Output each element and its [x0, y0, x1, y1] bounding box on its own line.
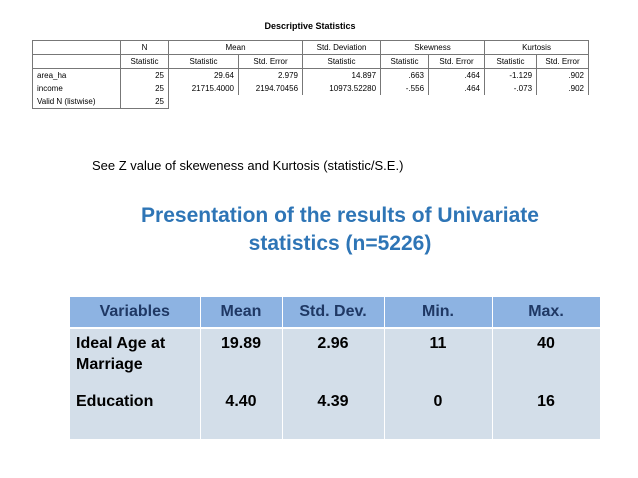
cell: 2.979	[237, 68, 304, 82]
cell: .464	[428, 68, 486, 82]
spss-table: N Mean Std. Deviation Skewness Kurtosis …	[32, 40, 590, 109]
data-row: Ideal Age at Marriage 19.89 2.96 11 40	[70, 328, 601, 387]
subheader: Statistic	[168, 54, 239, 69]
data-row: Education 4.40 4.39 0 16	[70, 387, 601, 439]
group-row: N Mean Std. Deviation Skewness Kurtosis	[32, 40, 590, 55]
cell: -.073	[484, 82, 538, 95]
cell: 0	[384, 387, 493, 439]
cell: 11	[384, 328, 493, 387]
cell: 2.96	[282, 328, 385, 387]
spss-title: Descriptive Statistics	[264, 21, 356, 31]
subheader: Statistic	[380, 54, 430, 69]
cell: 29.64	[168, 68, 239, 82]
header-cell: Max.	[492, 297, 601, 329]
cell: -1.129	[484, 68, 538, 82]
subheader-row: Statistic Statistic Std. Error Statistic…	[32, 54, 590, 69]
note: See Z value of skeweness and Kurtosis (s…	[92, 158, 404, 173]
group-header: Kurtosis	[484, 40, 590, 55]
cell: 21715.4000	[168, 82, 239, 95]
cell: 2194.70456	[237, 82, 304, 95]
subheader: Statistic	[302, 54, 382, 69]
group-header: Mean	[167, 40, 304, 55]
data-row: Valid N (listwise) 25	[32, 95, 589, 109]
data-row: area_ha 25 29.64 2.979 14.897 .663 .464 …	[32, 68, 590, 82]
group-header: Skewness	[380, 40, 486, 55]
row-label: income	[32, 82, 121, 95]
row-label: Valid N (listwise)	[32, 95, 121, 109]
subheader: Statistic	[484, 54, 538, 69]
cell: .902	[536, 82, 590, 95]
cell: 25	[120, 82, 169, 95]
group-header: Std. Deviation	[302, 40, 382, 55]
cell: 10973.52280	[302, 82, 382, 95]
cell: .663	[380, 68, 430, 82]
header-cell: Mean	[200, 297, 283, 329]
header-cell: Min.	[384, 297, 493, 329]
cell: 16	[492, 387, 601, 439]
empty-cell	[167, 95, 589, 109]
row-label: Education	[70, 387, 201, 439]
group-header: N	[120, 40, 169, 55]
cell: 14.897	[302, 68, 382, 82]
cell: .902	[536, 68, 590, 82]
corner-cell	[32, 54, 121, 69]
cell: 25	[120, 95, 169, 109]
header-row: Variables Mean Std. Dev. Min. Max.	[70, 297, 601, 329]
subheader: Statistic	[120, 54, 169, 69]
cell: .464	[428, 82, 486, 95]
data-row: income 25 21715.4000 2194.70456 10973.52…	[32, 82, 590, 95]
header-cell: Std. Dev.	[282, 297, 385, 329]
cell: 25	[120, 68, 169, 82]
row-label: Ideal Age at Marriage	[70, 328, 201, 387]
cell: 4.40	[200, 387, 283, 439]
heading: Presentation of the results of Univariat…	[141, 204, 539, 255]
subheader: Std. Error	[237, 54, 304, 69]
corner-cell	[32, 40, 121, 55]
cell: 4.39	[282, 387, 385, 439]
header-cell: Variables	[70, 297, 201, 329]
results-table: Variables Mean Std. Dev. Min. Max. Ideal…	[70, 297, 601, 439]
subheader: Std. Error	[428, 54, 486, 69]
cell: 19.89	[200, 328, 283, 387]
cell: -.556	[380, 82, 430, 95]
cell: 40	[492, 328, 601, 387]
subheader: Std. Error	[536, 54, 590, 69]
row-label: area_ha	[32, 68, 121, 82]
